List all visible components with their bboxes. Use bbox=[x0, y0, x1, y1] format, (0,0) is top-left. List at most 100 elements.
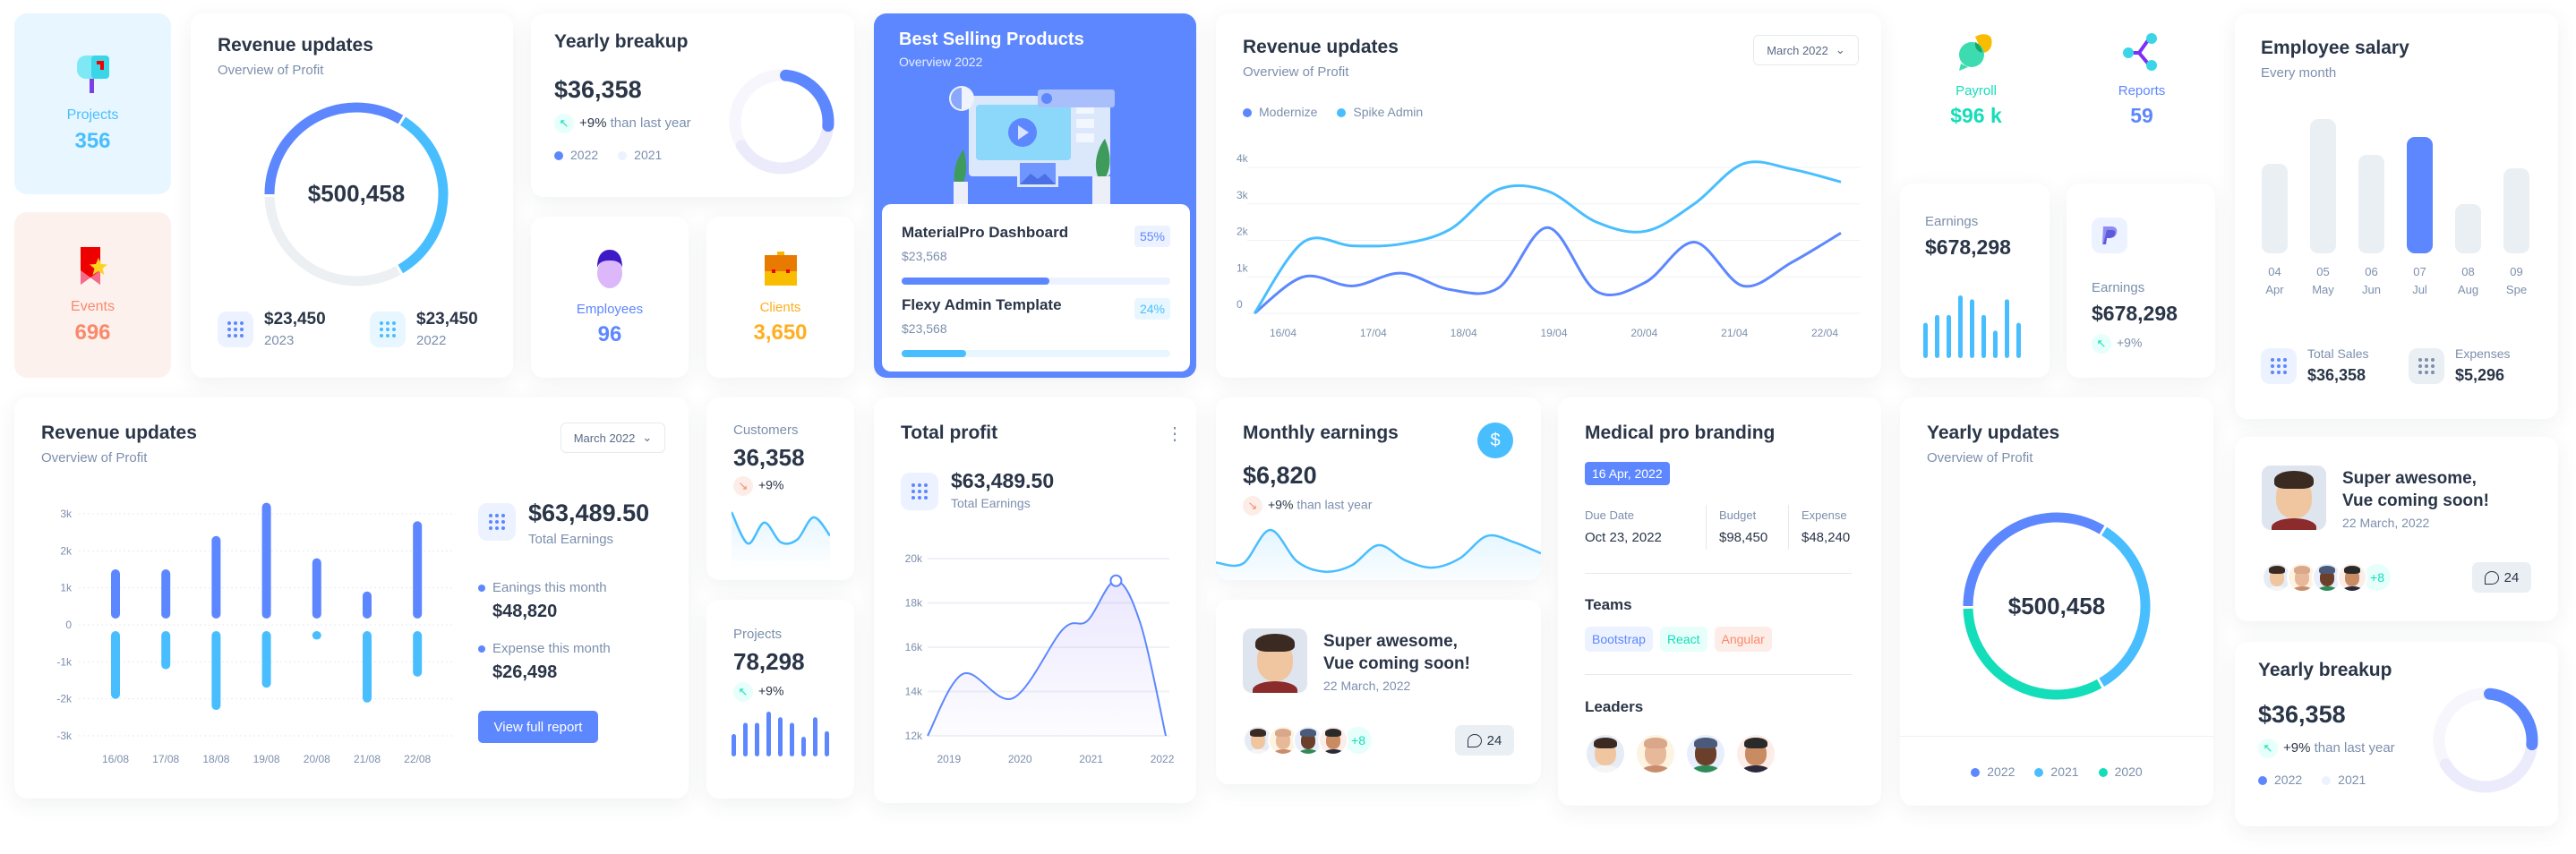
x-tick-label: Jul bbox=[2412, 283, 2427, 296]
salary-bar[interactable] bbox=[2407, 137, 2433, 253]
avatar[interactable] bbox=[1243, 725, 1273, 756]
avatar[interactable] bbox=[2262, 465, 2326, 530]
avatar[interactable] bbox=[2337, 562, 2367, 593]
arrow-up-left-icon: ↖ bbox=[2092, 334, 2111, 354]
projects-tile[interactable]: Projects 356 bbox=[14, 13, 171, 194]
events-tile[interactable]: Events 696 bbox=[14, 212, 171, 378]
avatar[interactable] bbox=[1735, 733, 1776, 774]
change-suffix: than last year bbox=[610, 115, 691, 131]
salary-bar[interactable] bbox=[2455, 204, 2481, 253]
bar bbox=[790, 722, 794, 756]
change-value: +9% bbox=[758, 683, 784, 698]
y-tick-label: 14k bbox=[905, 686, 923, 698]
comments-button[interactable]: 24 bbox=[1455, 725, 1514, 756]
x-tick-label: Apr bbox=[2265, 283, 2284, 296]
monthly-earnings-area-chart bbox=[1216, 528, 1541, 580]
payroll-value: $96 k bbox=[1950, 104, 2002, 127]
legend-item: 2022 bbox=[2258, 773, 2302, 787]
column-label: Budget bbox=[1719, 508, 1757, 522]
stat-label: 2023 bbox=[264, 333, 295, 348]
monthly-earnings-card: Monthly earnings $ $6,820 ↘ +9% than last… bbox=[1216, 397, 1541, 580]
comment-icon bbox=[2484, 570, 2499, 585]
breakup-value: $36,358 bbox=[554, 76, 642, 103]
earnings-label: Earnings bbox=[2092, 280, 2145, 295]
peak-marker[interactable] bbox=[1109, 574, 1123, 587]
change-value: +9% bbox=[1268, 497, 1294, 512]
comment-icon bbox=[1467, 733, 1482, 747]
profit-line bbox=[927, 579, 1168, 737]
bookmark-star-icon bbox=[80, 246, 107, 285]
customers-card: Customers 36,358 ↘ +9% bbox=[706, 397, 854, 580]
payroll-stat[interactable]: Payroll $96 k bbox=[1918, 31, 2034, 128]
donut-center-value: $500,458 bbox=[2007, 593, 2106, 619]
expense-bar bbox=[161, 631, 171, 670]
total-earnings-value: $63,489.50 bbox=[528, 500, 650, 526]
product-item[interactable]: Flexy Admin Template $23,568 24% bbox=[902, 296, 1170, 357]
stat-value: $23,450 bbox=[416, 310, 478, 329]
donut-segment bbox=[729, 69, 834, 175]
card-subtitle: Overview of Profit bbox=[218, 63, 324, 78]
card-title: Revenue updates bbox=[218, 35, 373, 56]
reports-stat[interactable]: Reports 59 bbox=[2084, 31, 2200, 128]
divider bbox=[1585, 674, 1852, 675]
x-tick-label: 16/08 bbox=[102, 753, 129, 765]
column-label: Due Date bbox=[1585, 508, 1634, 522]
change-value: +9% bbox=[758, 477, 784, 492]
salary-bar[interactable] bbox=[2310, 119, 2336, 253]
employee-salary-card: Employee salary Every month 04 Apr 05 May 06… bbox=[2235, 13, 2558, 419]
customers-value: 36,358 bbox=[733, 444, 805, 471]
grid-icon bbox=[2409, 348, 2444, 384]
view-full-report-button[interactable]: View full report bbox=[478, 711, 598, 743]
month-dropdown[interactable]: March 2022 ⌄ bbox=[1753, 35, 1859, 65]
product-item[interactable]: MaterialPro Dashboard $23,568 55% bbox=[902, 224, 1170, 285]
customers-label: Customers bbox=[733, 423, 799, 438]
stat-value: $5,296 bbox=[2455, 366, 2505, 384]
sparkline-area bbox=[732, 512, 830, 569]
dropdown-value: March 2022 bbox=[1767, 43, 1828, 57]
revenue-bars-card: Revenue updates Overview of Profit March… bbox=[14, 397, 689, 798]
divider bbox=[1706, 505, 1707, 550]
payroll-label: Payroll bbox=[1956, 83, 1997, 98]
team-tag[interactable]: React bbox=[1659, 627, 1707, 652]
team-tag[interactable]: Angular bbox=[1714, 627, 1772, 652]
bar bbox=[1958, 295, 1963, 358]
card-subtitle: Overview 2022 bbox=[899, 55, 983, 69]
total-profit-card: Total profit ⋮ $63,489.50 Total Earnings… bbox=[874, 397, 1196, 803]
y-tick-label: 3k bbox=[1237, 189, 1249, 201]
avatar[interactable] bbox=[1318, 725, 1348, 756]
x-tick-label: May bbox=[2312, 283, 2334, 296]
team-tag[interactable]: Bootstrap bbox=[1585, 627, 1653, 652]
salary-bar[interactable] bbox=[2262, 164, 2288, 253]
salary-bar[interactable] bbox=[2503, 168, 2529, 253]
x-tick-label: 21/08 bbox=[354, 753, 381, 765]
avatar[interactable] bbox=[1635, 733, 1676, 774]
x-tick-label: 20/08 bbox=[304, 753, 330, 765]
progress-bar bbox=[902, 278, 1170, 285]
avatar[interactable] bbox=[1585, 733, 1626, 774]
donut-segment bbox=[1963, 512, 2151, 700]
arrow-up-left-icon: ↖ bbox=[733, 682, 753, 702]
bar bbox=[1981, 314, 1986, 358]
month-dropdown[interactable]: March 2022 ⌄ bbox=[561, 423, 665, 453]
employees-tile[interactable]: Employees 96 bbox=[531, 217, 689, 378]
y-tick-label: 4k bbox=[1237, 152, 1249, 165]
y-tick-label: 1k bbox=[1237, 261, 1249, 274]
bar bbox=[825, 730, 829, 756]
post-title: Super awesome, Vue coming soon! bbox=[2342, 469, 2489, 510]
earnings-bar bbox=[161, 569, 171, 619]
legend: Modernize Spike Admin bbox=[1243, 105, 1442, 119]
salary-bar[interactable] bbox=[2358, 155, 2384, 253]
comments-button[interactable]: 24 bbox=[2472, 562, 2531, 593]
clients-tile[interactable]: Clients 3,650 bbox=[706, 217, 854, 378]
avatar[interactable] bbox=[1243, 628, 1307, 693]
x-tick-label: 2020 bbox=[1008, 753, 1032, 765]
stat-value: $23,450 bbox=[264, 310, 326, 329]
earnings-bar bbox=[312, 558, 321, 619]
chat-bubbles-icon bbox=[1959, 34, 1992, 71]
y-tick-label: -2k bbox=[56, 693, 73, 705]
y-tick-label: 16k bbox=[905, 641, 923, 653]
x-tick-label: 06 bbox=[2365, 265, 2377, 278]
more-vertical-icon[interactable]: ⋮ bbox=[1166, 424, 1184, 444]
avatar[interactable] bbox=[1685, 733, 1726, 774]
stat-label: Expenses bbox=[2455, 346, 2511, 361]
